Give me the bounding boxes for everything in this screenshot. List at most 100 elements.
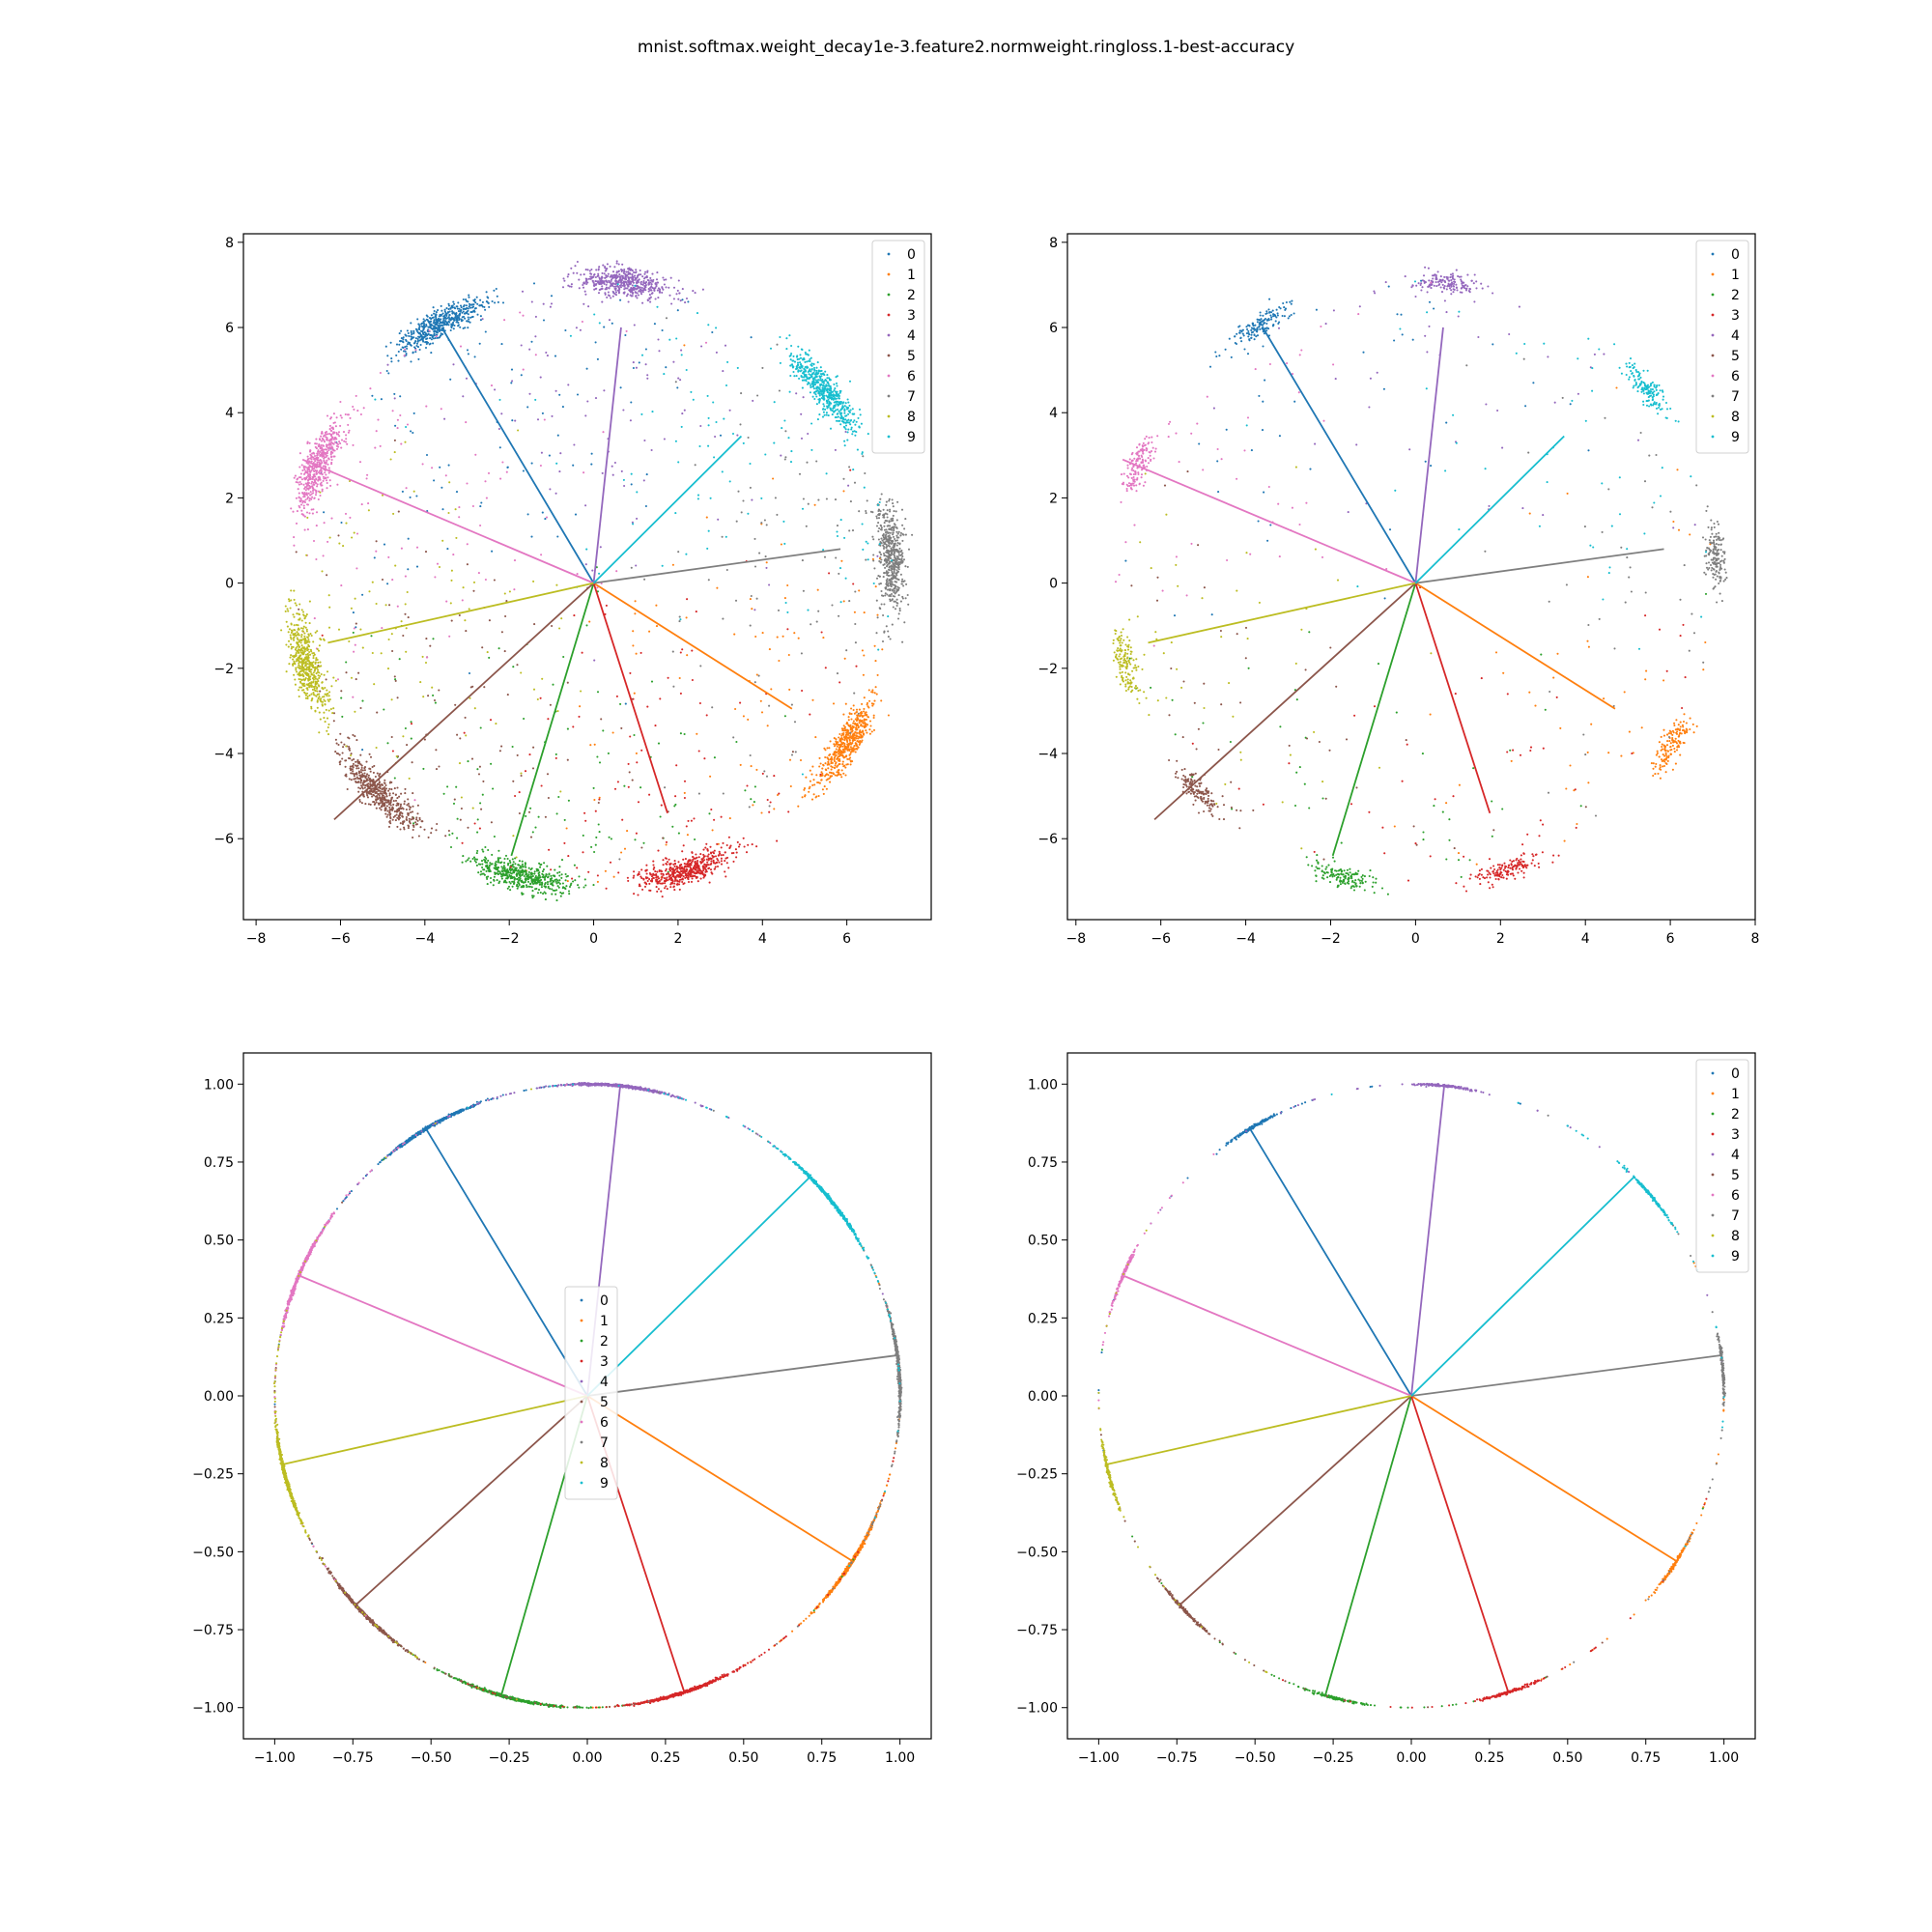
point bbox=[530, 886, 533, 889]
point bbox=[492, 787, 495, 790]
point bbox=[327, 463, 329, 466]
point bbox=[337, 534, 340, 537]
point bbox=[518, 883, 521, 887]
point bbox=[668, 858, 670, 861]
point bbox=[717, 859, 720, 862]
point bbox=[578, 715, 581, 718]
point bbox=[396, 418, 399, 421]
point bbox=[625, 329, 628, 332]
point bbox=[753, 801, 755, 804]
point bbox=[397, 815, 401, 818]
point bbox=[513, 559, 517, 562]
point bbox=[551, 893, 554, 895]
point bbox=[632, 292, 635, 295]
point bbox=[534, 354, 537, 356]
point bbox=[882, 547, 886, 550]
point bbox=[658, 350, 661, 353]
point bbox=[648, 882, 651, 885]
point bbox=[893, 574, 895, 577]
point bbox=[420, 820, 423, 823]
point bbox=[339, 424, 342, 427]
point bbox=[311, 468, 314, 470]
point bbox=[433, 479, 436, 482]
point bbox=[516, 869, 519, 872]
point bbox=[620, 851, 623, 854]
point bbox=[389, 802, 392, 805]
point bbox=[845, 731, 848, 734]
point bbox=[865, 512, 867, 515]
point bbox=[523, 717, 526, 721]
point bbox=[410, 322, 412, 325]
point bbox=[536, 892, 540, 895]
point bbox=[451, 832, 454, 835]
point bbox=[428, 343, 431, 346]
point bbox=[364, 803, 367, 806]
point bbox=[566, 880, 569, 883]
point bbox=[479, 802, 482, 805]
point bbox=[813, 783, 816, 786]
point bbox=[864, 471, 867, 475]
point bbox=[430, 827, 434, 830]
point bbox=[876, 616, 879, 619]
point bbox=[336, 483, 339, 486]
point bbox=[468, 318, 470, 321]
point bbox=[703, 855, 706, 858]
point bbox=[871, 511, 874, 514]
point bbox=[526, 880, 530, 883]
point bbox=[308, 478, 311, 481]
point bbox=[387, 825, 391, 828]
point bbox=[783, 597, 786, 600]
point bbox=[544, 815, 547, 818]
point bbox=[672, 360, 675, 363]
point bbox=[847, 484, 850, 487]
point bbox=[594, 275, 597, 279]
point bbox=[388, 787, 391, 790]
point bbox=[700, 858, 703, 861]
point bbox=[821, 788, 824, 791]
point bbox=[315, 469, 318, 472]
point bbox=[702, 848, 705, 851]
point bbox=[354, 764, 357, 767]
point bbox=[615, 695, 618, 697]
point bbox=[422, 340, 425, 343]
point bbox=[643, 439, 646, 442]
point bbox=[445, 307, 448, 310]
point bbox=[379, 444, 382, 447]
point bbox=[901, 559, 904, 562]
point bbox=[848, 466, 851, 469]
point bbox=[429, 337, 432, 340]
point bbox=[587, 305, 590, 308]
point bbox=[671, 563, 674, 566]
point bbox=[398, 810, 401, 812]
point bbox=[355, 772, 358, 775]
point bbox=[424, 332, 428, 335]
point bbox=[327, 476, 329, 479]
point bbox=[546, 883, 550, 886]
point bbox=[614, 291, 618, 294]
point bbox=[860, 734, 863, 737]
point bbox=[847, 757, 851, 760]
point bbox=[748, 806, 751, 809]
point bbox=[866, 714, 868, 717]
point bbox=[461, 316, 464, 319]
point bbox=[853, 736, 856, 739]
point bbox=[658, 291, 662, 294]
point bbox=[851, 529, 855, 532]
point bbox=[394, 799, 398, 802]
point bbox=[567, 284, 570, 287]
point bbox=[804, 795, 807, 798]
point bbox=[418, 331, 421, 334]
point bbox=[298, 504, 300, 507]
point bbox=[303, 491, 306, 495]
point bbox=[880, 537, 883, 540]
point bbox=[388, 794, 391, 797]
point bbox=[346, 787, 349, 791]
point bbox=[409, 820, 412, 824]
point bbox=[479, 873, 482, 876]
point bbox=[888, 542, 891, 545]
point bbox=[691, 870, 695, 873]
point bbox=[435, 829, 438, 832]
point bbox=[419, 333, 423, 336]
point bbox=[673, 889, 676, 892]
point bbox=[871, 535, 874, 538]
